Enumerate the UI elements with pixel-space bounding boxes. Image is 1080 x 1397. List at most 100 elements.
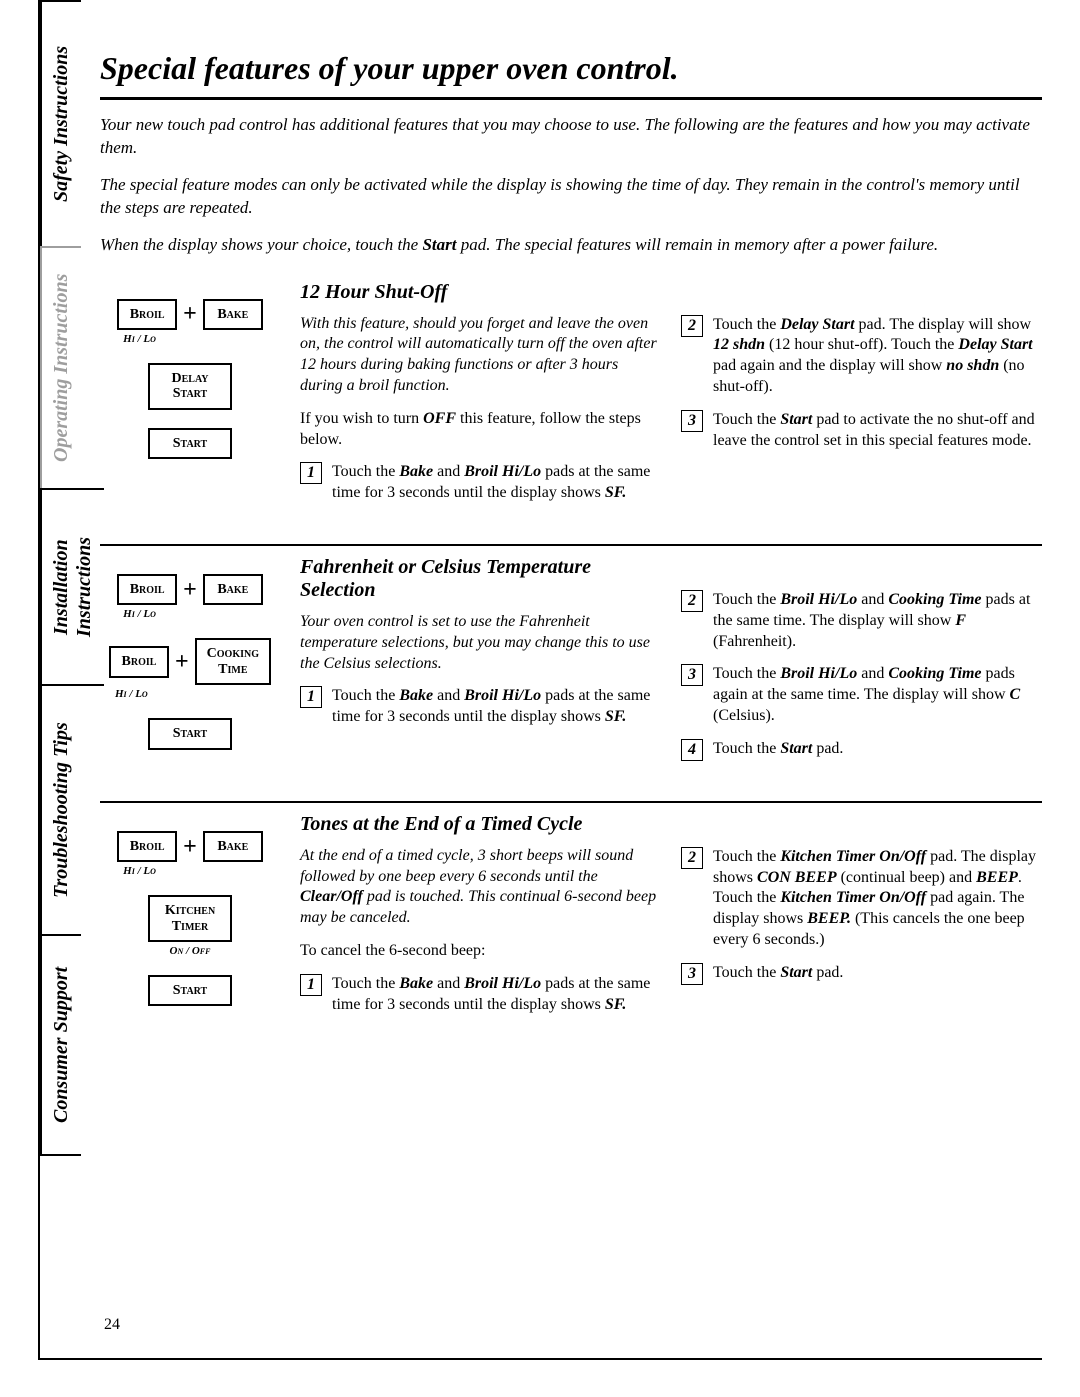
title-rule: [100, 97, 1042, 100]
step: 2 Touch the Kitchen Timer On/Off pad. The…: [681, 847, 1042, 951]
pad-button: Bake: [203, 831, 263, 862]
pad-sublabel: Hi / Lo: [123, 865, 156, 877]
step: 1 Touch the Bake and Broil Hi/Lo pads at …: [300, 686, 661, 728]
right-column: 2 Touch the Kitchen Timer On/Off pad. The…: [681, 813, 1042, 1028]
pad-group: Broil+Bake Hi / Lo: [117, 299, 263, 345]
pad-column: Broil+Bake Hi / Lo KitchenTimer On / Off Sta…: [100, 813, 280, 1028]
step-number: 1: [300, 686, 322, 708]
step-text: Touch the Start pad to activate the no s…: [713, 410, 1042, 452]
pad-button: Start: [148, 428, 232, 459]
step-number: 2: [681, 315, 703, 337]
left-column: Tones at the End of a Timed CycleAt the …: [300, 813, 661, 1028]
intro-paragraph: Your new touch pad control has additiona…: [100, 114, 1042, 160]
spacer: [681, 813, 1042, 847]
pad-column: Broil+Bake Hi / Lo DelayStart Start: [100, 281, 280, 516]
step-number: 3: [681, 963, 703, 985]
page-number: 24: [104, 1316, 120, 1334]
step-number: 2: [681, 590, 703, 612]
plus-icon: +: [183, 302, 197, 326]
pad-group: KitchenTimer On / Off: [148, 895, 232, 957]
section-text: To cancel the 6-second beep:: [300, 941, 661, 962]
step-text: Touch the Bake and Broil Hi/Lo pads at t…: [332, 462, 661, 504]
right-column: 2 Touch the Broil Hi/Lo and Cooking Time …: [681, 556, 1042, 773]
text-columns: Tones at the End of a Timed CycleAt the …: [300, 813, 1042, 1028]
step: 3 Touch the Start pad.: [681, 963, 1042, 985]
sections: Broil+BakeHi / LoDelayStartStart12 Hour …: [100, 271, 1042, 1056]
step-number: 4: [681, 739, 703, 761]
left-column: Fahrenheit or Celsius Temperature Select…: [300, 556, 661, 773]
side-tab: InstallationInstructions: [40, 488, 104, 686]
pad-button: KitchenTimer: [148, 895, 232, 942]
intro-block: Your new touch pad control has additiona…: [100, 114, 1042, 257]
feature-section: Broil+BakeHi / LoBroil+CookingTimeHi / L…: [100, 544, 1042, 801]
side-tabs: Safety InstructionsOperating Instruction…: [40, 0, 84, 1154]
step-number: 1: [300, 462, 322, 484]
feature-section: Broil+Bake Hi / Lo DelayStart Start 12 Hour …: [100, 271, 1042, 544]
section-intro: With this feature, should you forget and…: [300, 314, 661, 397]
pad-group: Broil+CookingTimeHi / Lo: [109, 638, 271, 700]
step: 2 Touch the Delay Start pad. The display …: [681, 315, 1042, 398]
section-heading: Tones at the End of a Timed Cycle: [300, 813, 661, 836]
pad-button: Broil: [117, 574, 177, 605]
intro-paragraph: When the display shows your choice, touc…: [100, 234, 1042, 257]
pad-button: Bake: [203, 574, 263, 605]
step-text: Touch the Bake and Broil Hi/Lo pads at t…: [332, 974, 661, 1016]
step-text: Touch the Kitchen Timer On/Off pad. The …: [713, 847, 1042, 951]
pad-button: Start: [148, 718, 232, 749]
pad-button: DelayStart: [148, 363, 232, 410]
step: 4 Touch the Start pad.: [681, 739, 1042, 761]
step: 2 Touch the Broil Hi/Lo and Cooking Time …: [681, 590, 1042, 652]
step-text: Touch the Start pad.: [713, 963, 843, 985]
plus-icon: +: [183, 578, 197, 602]
spacer: [681, 556, 1042, 590]
step-number: 2: [681, 847, 703, 869]
pad-sublabel: Hi / Lo: [123, 333, 156, 345]
text-columns: Fahrenheit or Celsius Temperature Select…: [300, 556, 1042, 773]
pad-button: Bake: [203, 299, 263, 330]
step-number: 1: [300, 974, 322, 996]
side-tab: Operating Instructions: [40, 246, 81, 490]
plus-icon: +: [175, 650, 189, 674]
step: 3 Touch the Broil Hi/Lo and Cooking Time …: [681, 664, 1042, 726]
step: 1 Touch the Bake and Broil Hi/Lo pads at …: [300, 462, 661, 504]
page-frame: Safety InstructionsOperating Instruction…: [38, 0, 1042, 1360]
pad-sublabel: Hi / Lo: [115, 688, 148, 700]
step-text: Touch the Start pad.: [713, 739, 843, 761]
side-tab: Safety Instructions: [40, 0, 81, 248]
step-text: Touch the Broil Hi/Lo and Cooking Time p…: [713, 590, 1042, 652]
section-text: If you wish to turn OFF this feature, fo…: [300, 409, 661, 451]
intro-paragraph: The special feature modes can only be ac…: [100, 174, 1042, 220]
step-number: 3: [681, 410, 703, 432]
pad-group: Start: [148, 428, 232, 459]
pad-sublabel: On / Off: [170, 945, 211, 957]
pad-group: Start: [148, 718, 232, 749]
step-number: 3: [681, 664, 703, 686]
text-columns: 12 Hour Shut-Off With this feature, shoul…: [300, 281, 1042, 516]
pad-group: Broil+Bake Hi / Lo: [117, 831, 263, 877]
step-text: Touch the Broil Hi/Lo and Cooking Time p…: [713, 664, 1042, 726]
page-title: Special features of your upper oven cont…: [100, 50, 1042, 87]
pad-button: Broil: [117, 831, 177, 862]
section-heading: 12 Hour Shut-Off: [300, 281, 661, 304]
step: 1 Touch the Bake and Broil Hi/Lo pads at …: [300, 974, 661, 1016]
pad-button: Start: [148, 975, 232, 1006]
spacer: [681, 281, 1042, 315]
step-text: Touch the Delay Start pad. The display w…: [713, 315, 1042, 398]
right-column: 2 Touch the Delay Start pad. The display …: [681, 281, 1042, 516]
section-intro: Your oven control is set to use the Fahr…: [300, 612, 661, 674]
pad-button: CookingTime: [195, 638, 271, 685]
section-heading: Fahrenheit or Celsius Temperature Select…: [300, 556, 661, 602]
step-text: Touch the Bake and Broil Hi/Lo pads at t…: [332, 686, 661, 728]
left-column: 12 Hour Shut-Off With this feature, shoul…: [300, 281, 661, 516]
plus-icon: +: [183, 835, 197, 859]
pad-group: Broil+Bake Hi / Lo: [117, 574, 263, 620]
side-tab: Troubleshooting Tips: [40, 684, 81, 936]
pad-sublabel: Hi / Lo: [123, 608, 156, 620]
side-tab: Consumer Support: [40, 934, 81, 1156]
feature-section: Broil+Bake Hi / Lo KitchenTimer On / Off Sta…: [100, 801, 1042, 1056]
pad-column: Broil+BakeHi / LoBroil+CookingTimeHi / L…: [100, 556, 280, 773]
pad-button: Broil: [117, 299, 177, 330]
pad-group: DelayStart: [148, 363, 232, 410]
content: Special features of your upper oven cont…: [100, 0, 1042, 1055]
pad-group: Start: [148, 975, 232, 1006]
